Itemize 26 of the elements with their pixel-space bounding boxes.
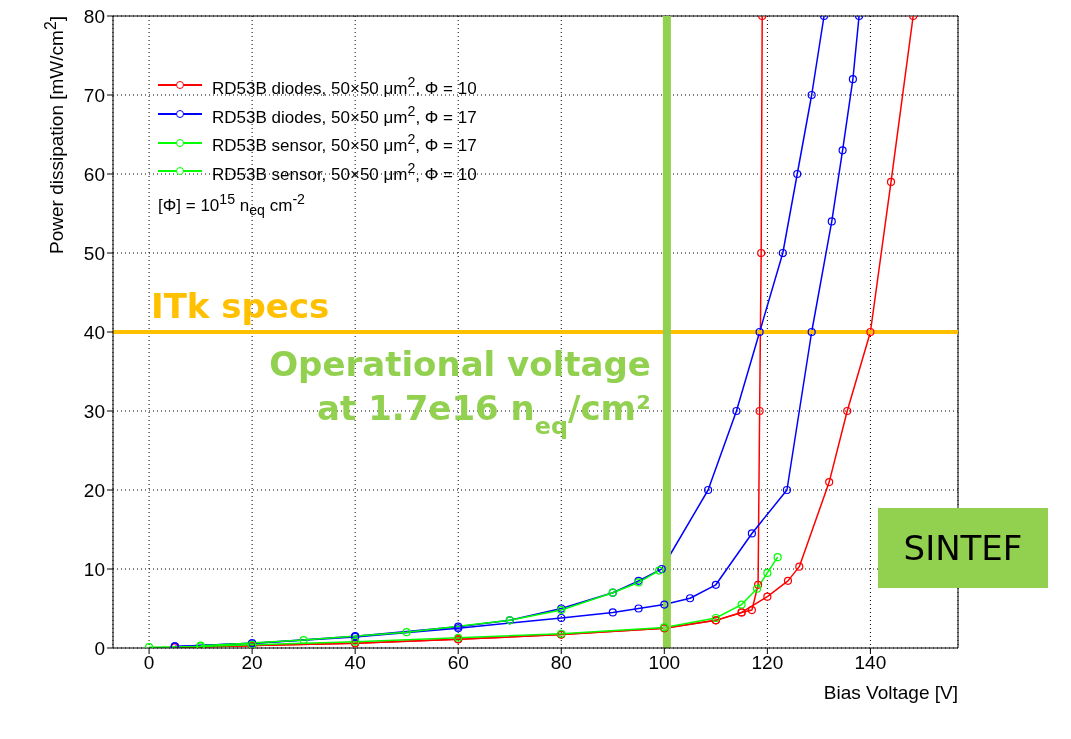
x-tick-label: 60 — [447, 652, 469, 674]
x-axis-title: Bias Voltage [V] — [823, 682, 958, 704]
x-tick-label: 0 — [143, 652, 155, 674]
legend-label: RD53B sensor, 50×50 μm$^{2}$, Φ = 10 — [212, 158, 477, 186]
y-tick-label: 0 — [94, 637, 105, 659]
x-tick-label: 20 — [241, 652, 263, 674]
ref-line-label: Operational voltage at 1.7e16 n$_{eq}$/cm² — [269, 344, 651, 441]
y-tick-label: 20 — [83, 479, 105, 501]
x-tick-label: 140 — [854, 652, 887, 674]
y-tick-label: 60 — [83, 163, 105, 185]
legend-label: RD53B diodes, 50×50 μm$^{2}$, Φ = 10 — [212, 73, 477, 100]
ref-line-label: ITk specs — [151, 286, 330, 326]
y-tick-label: 80 — [83, 5, 105, 27]
y-tick-label: 50 — [83, 242, 105, 264]
x-tick-label: 100 — [648, 652, 681, 674]
annotation: [Φ] = 10$^{15}$ n$_{eq}$ cm$^{-2}$ — [158, 189, 306, 220]
annotation: SINTEF — [878, 508, 1048, 588]
y-tick-label: 30 — [83, 400, 105, 422]
y-tick-label: 70 — [83, 84, 105, 106]
y-tick-label: 40 — [83, 321, 105, 343]
legend-label: RD53B sensor, 50×50 μm$^{2}$, Φ = 17 — [212, 130, 477, 157]
x-tick-label: 40 — [344, 652, 366, 674]
y-tick-label: 10 — [83, 558, 105, 580]
legend-label: RD53B diodes, 50×50 μm$^{2}$, Φ = 17 — [212, 101, 477, 129]
x-tick-label: 80 — [550, 652, 572, 674]
x-tick-label: 120 — [751, 652, 784, 674]
